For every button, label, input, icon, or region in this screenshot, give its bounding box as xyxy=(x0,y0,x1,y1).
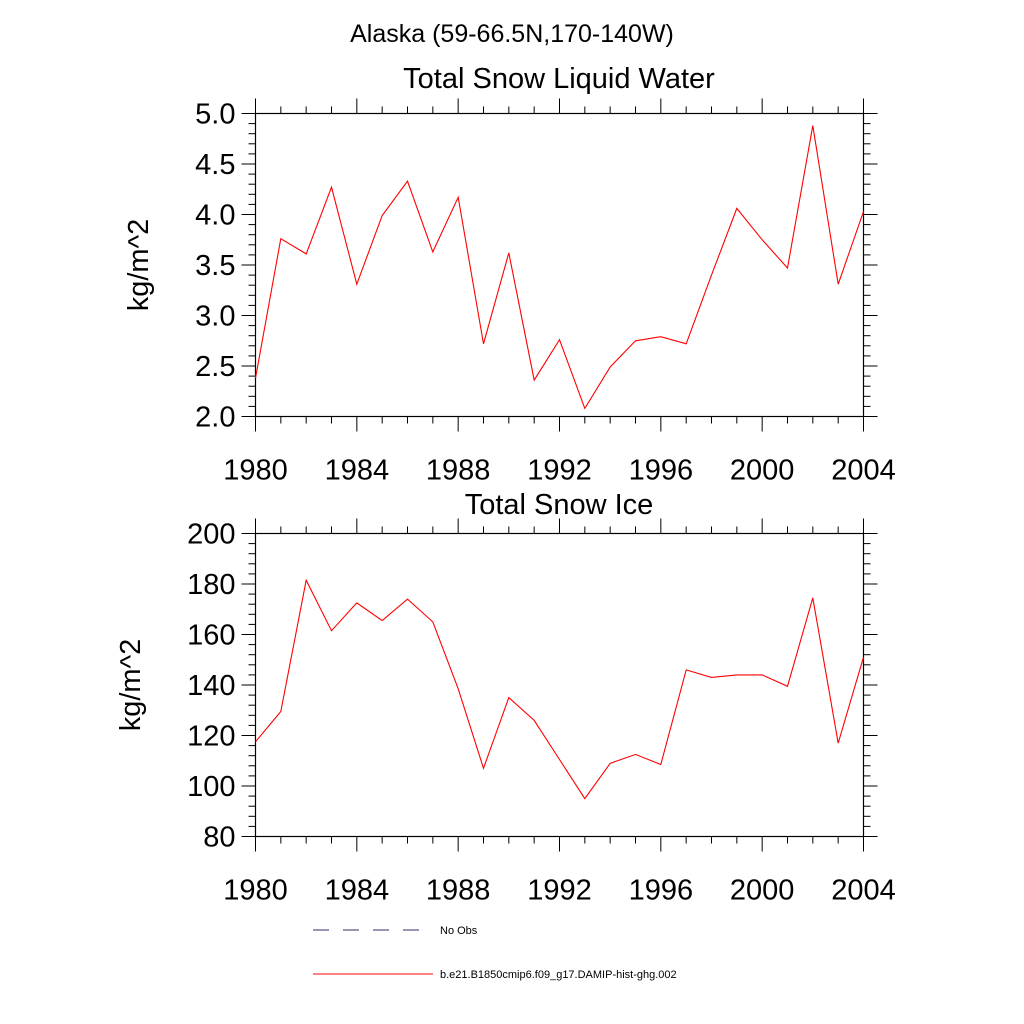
y-tick-label: 100 xyxy=(187,771,235,803)
x-tick-labels: 1980 1984 1988 1992 1996 2000 2004 xyxy=(223,875,896,907)
y-tick-label: 120 xyxy=(187,721,235,753)
series-lines xyxy=(255,578,865,800)
y-axis-label: kg/m^2 xyxy=(123,219,155,312)
legend-no-obs-label: No Obs xyxy=(440,925,478,937)
x-tick-label: 1980 xyxy=(223,875,288,907)
series-line xyxy=(254,125,865,410)
y-tick-label: 4.0 xyxy=(195,200,235,232)
chart-title: Total Snow Ice xyxy=(465,489,654,521)
x-tick-label: 1996 xyxy=(629,455,694,487)
legend: No Obs b.e21.B1850cmip6.f09_g17.DAMIP-hi… xyxy=(313,925,677,981)
x-tick-label: 1996 xyxy=(629,875,694,907)
tick-marks xyxy=(241,98,878,432)
y-tick-label: 140 xyxy=(187,670,235,702)
y-tick-label: 5.0 xyxy=(195,99,235,131)
y-tick-labels: 80 100 120 140 160 180 200 xyxy=(187,519,235,854)
x-tick-label: 1984 xyxy=(325,455,390,487)
x-tick-label: 2000 xyxy=(730,455,795,487)
y-tick-labels: 2.0 2.5 3.0 3.5 4.0 4.5 5.0 xyxy=(195,99,235,434)
plot-frame xyxy=(254,112,865,418)
y-tick-label: 80 xyxy=(203,822,235,854)
y-tick-label: 3.0 xyxy=(195,301,235,333)
legend-model-label: b.e21.B1850cmip6.f09_g17.DAMIP-hist-ghg.… xyxy=(440,969,677,981)
y-tick-label: 200 xyxy=(187,519,235,551)
tick-marks xyxy=(241,518,878,852)
y-tick-label: 3.5 xyxy=(195,250,235,282)
series-line xyxy=(255,578,865,800)
y-tick-label: 4.5 xyxy=(195,149,235,181)
x-tick-label: 1980 xyxy=(223,455,288,487)
x-tick-label: 1984 xyxy=(325,875,390,907)
x-tick-label: 2000 xyxy=(730,875,795,907)
x-tick-label: 1988 xyxy=(426,455,491,487)
y-tick-label: 160 xyxy=(187,620,235,652)
y-tick-label: 2.5 xyxy=(195,351,235,383)
x-tick-label: 2004 xyxy=(831,455,896,487)
panel-total-snow-ice: Total Snow Ice kg/m^2 80 100 120 140 160 180 2… xyxy=(115,489,896,907)
series-lines xyxy=(254,125,865,410)
x-tick-labels: 1980 1984 1988 1992 1996 2000 2004 xyxy=(223,455,896,487)
y-tick-label: 2.0 xyxy=(195,402,235,434)
plot-frame xyxy=(254,532,865,838)
chart-title: Total Snow Liquid Water xyxy=(403,63,715,95)
x-tick-label: 1992 xyxy=(527,875,592,907)
y-tick-label: 180 xyxy=(187,569,235,601)
x-tick-label: 2004 xyxy=(831,875,896,907)
y-axis-label: kg/m^2 xyxy=(115,639,147,732)
figure-suptitle: Alaska (59-66.5N,170-140W) xyxy=(350,20,674,48)
panel-total-snow-liquid-water: Total Snow Liquid Water kg/m^2 2.0 2.5 3.0… xyxy=(123,63,896,487)
x-tick-label: 1992 xyxy=(527,455,592,487)
x-tick-label: 1988 xyxy=(426,875,491,907)
